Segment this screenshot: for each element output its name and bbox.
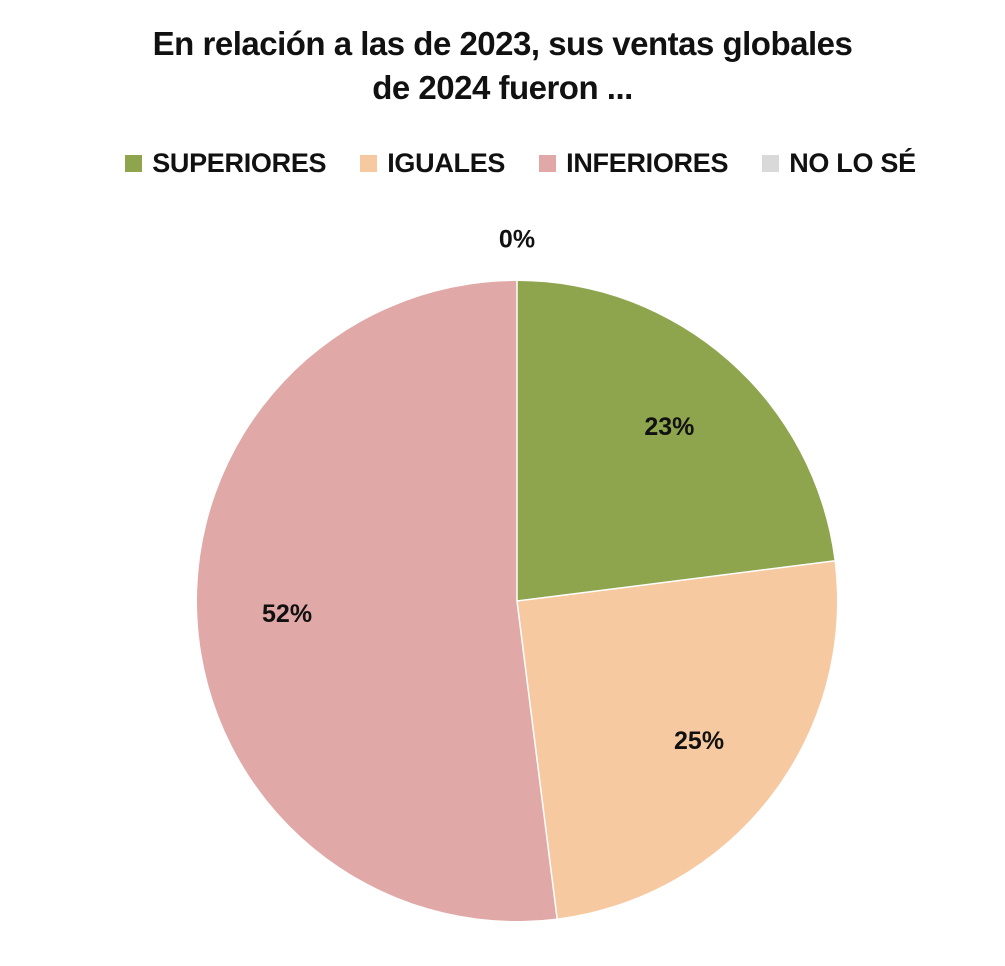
chart-legend: SUPERIORES IGUALES INFERIORES NO LO SÉ	[0, 143, 1005, 183]
data-label-superiores: 23%	[644, 413, 694, 441]
pie-slice-superiores	[517, 281, 835, 601]
data-label-iguales: 25%	[674, 727, 724, 755]
chart-title-line-2: de 2024 fueron ...	[372, 69, 633, 106]
legend-swatch-no-lo-se	[762, 154, 780, 172]
chart-title-line-1: En relación a las de 2023, sus ventas gl…	[152, 25, 853, 62]
legend-label-inferiores: INFERIORES	[566, 147, 729, 178]
legend-label-no-lo-se: NO LO SÉ	[789, 147, 916, 178]
chart-title: En relación a las de 2023, sus ventas gl…	[0, 22, 1005, 110]
legend-swatch-iguales	[360, 154, 378, 172]
legend-swatch-inferiores	[539, 154, 557, 172]
legend-swatch-superiores	[125, 154, 143, 172]
slice-separator-inferiores	[516, 600, 558, 919]
legend-item-inferiores: INFERIORES	[539, 148, 728, 179]
data-label-no-lo-se: 0%	[499, 226, 535, 254]
data-label-inferiores: 52%	[262, 600, 312, 628]
legend-label-iguales: IGUALES	[387, 147, 506, 178]
legend-label-superiores: SUPERIORES	[152, 147, 327, 178]
legend-item-superiores: SUPERIORES	[125, 147, 327, 179]
legend-item-iguales: IGUALES	[360, 148, 505, 179]
pie-slice-iguales	[517, 560, 837, 919]
legend-item-no-lo-se: NO LO SÉ	[762, 148, 916, 179]
slice-separator-iguales	[516, 560, 835, 602]
pie-slice-inferiores	[197, 281, 558, 921]
